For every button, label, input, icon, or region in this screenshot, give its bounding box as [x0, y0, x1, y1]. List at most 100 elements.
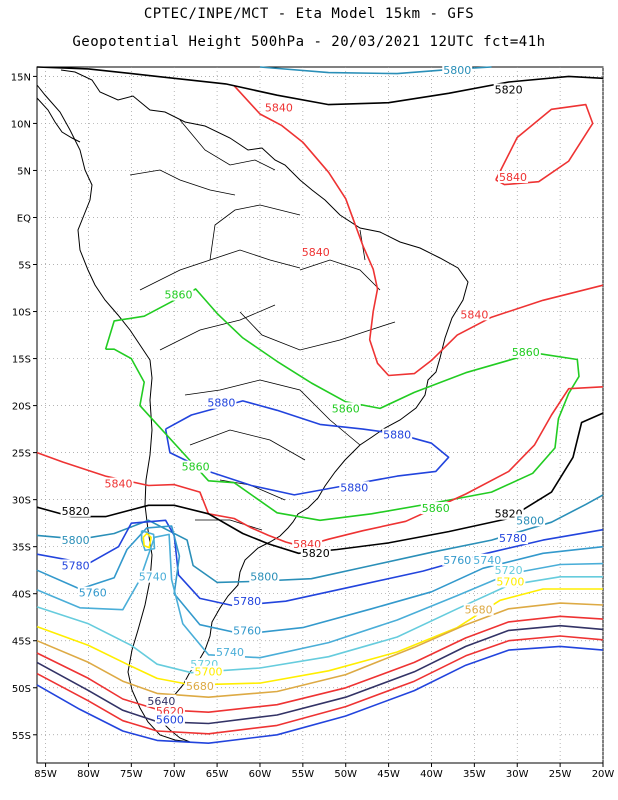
contour-label-bg — [292, 537, 323, 550]
lat-tick-label: 10S — [12, 308, 31, 319]
lat-tick-label: 50S — [12, 684, 31, 695]
lat-tick-label: 25S — [12, 449, 31, 460]
contour-labels: 5880 5880 5880 5860 5860 5860 5860 5860 5840 5840… — [60, 63, 546, 727]
lat-tick-label: 40S — [12, 590, 31, 601]
lon-tick-label: 60W — [249, 769, 272, 780]
contour-label-5840: 5840 — [460, 308, 488, 321]
lat-tick-label: 30S — [12, 496, 31, 507]
lon-tick-label: 80W — [77, 769, 100, 780]
contour-label-5780: 5780 — [233, 595, 261, 608]
contour-5700 — [142, 532, 152, 549]
contour-label-5760: 5760 — [79, 587, 107, 600]
contour-label-bg — [382, 428, 413, 441]
central-america-coastline — [36, 97, 81, 143]
contour-label-5840: 5840 — [104, 478, 132, 491]
lon-tick-label: 20W — [592, 769, 615, 780]
contour-label-5820: 5820 — [62, 505, 90, 518]
lon-tick-label: 70W — [163, 769, 186, 780]
contour-label-bg — [300, 246, 331, 259]
contour-label-5840: 5840 — [499, 171, 527, 184]
contour-label-5740: 5740 — [473, 554, 501, 567]
contour-label-bg — [184, 679, 215, 692]
contour-5840 — [495, 103, 594, 186]
contour-label-bg — [249, 570, 280, 583]
contour-label-5860: 5860 — [182, 461, 210, 474]
contour-label-5820: 5820 — [302, 547, 330, 560]
contour-label-bg — [263, 101, 294, 114]
contour-5660 — [36, 615, 604, 713]
lat-tick-label: 10N — [11, 119, 31, 130]
lat-tick-label: 5S — [18, 261, 31, 272]
contour-label-5600: 5600 — [156, 714, 184, 727]
contour-5740 — [140, 529, 156, 552]
contour-label-bg — [206, 396, 237, 409]
contour-5840 — [36, 386, 604, 548]
contour-5620 — [36, 635, 604, 735]
contour-label-bg — [60, 559, 91, 572]
contour-label-bg — [510, 345, 541, 358]
contour-label-bg — [493, 507, 524, 520]
contour-label-bg — [193, 665, 224, 678]
contour-label-bg — [472, 553, 503, 566]
longitude-ticks: 85W 80W 75W 70W 65W 60W 55W 50W 45W 40W 35W 30W 25W 2… — [34, 763, 614, 780]
contour-label-bg — [493, 564, 524, 577]
contour-label-5840: 5840 — [302, 246, 330, 259]
contour-5740 — [36, 533, 604, 659]
contour-5820 — [36, 66, 604, 106]
lon-tick-label: 50W — [334, 769, 357, 780]
lon-tick-label: 85W — [34, 769, 57, 780]
lon-tick-label: 40W — [420, 769, 443, 780]
contour-label-bg — [77, 586, 108, 599]
lat-tick-label: 55S — [12, 731, 31, 742]
contour-label-bg — [154, 713, 185, 726]
lat-tick-label: 5N — [17, 166, 31, 177]
lat-tick-label: 45S — [12, 637, 31, 648]
contour-label-bg — [60, 504, 91, 517]
contour-label-bg — [442, 63, 473, 76]
contour-label-bg — [137, 570, 168, 583]
contour-label-5840: 5840 — [265, 101, 293, 114]
contour-label-bg — [163, 288, 194, 301]
lat-tick-label: 35S — [12, 543, 31, 554]
contour-label-bg — [180, 460, 211, 473]
contour-label-5820: 5820 — [495, 84, 523, 97]
contour-label-5740: 5740 — [216, 646, 244, 659]
contour-label-5880: 5880 — [383, 429, 411, 442]
contour-label-bg — [493, 83, 524, 96]
contour-label-bg — [339, 481, 370, 494]
lon-tick-label: 30W — [506, 769, 529, 780]
contour-5640 — [36, 624, 604, 725]
contour-label-5860: 5860 — [332, 402, 360, 415]
contour-label-5680: 5680 — [465, 604, 493, 617]
contour-label-5880: 5880 — [207, 397, 235, 410]
contour-label-bg — [214, 645, 245, 658]
contour-5860 — [104, 288, 580, 522]
contour-label-5800: 5800 — [516, 514, 544, 527]
contour-label-bg — [420, 502, 451, 515]
chart-title: CPTEC/INPE/MCT - Eta Model 15km - GFS — [143, 6, 475, 22]
contour-5760 — [36, 525, 604, 635]
lon-tick-label: 35W — [463, 769, 486, 780]
contour-lines — [36, 66, 604, 744]
lon-tick-label: 75W — [120, 769, 143, 780]
contour-label-bg — [300, 547, 331, 560]
lon-tick-label: 65W — [206, 769, 229, 780]
lat-tick-label: 20S — [12, 402, 31, 413]
lat-tick-label: 15N — [11, 72, 31, 83]
contour-label-bg — [463, 603, 494, 616]
contour-label-5780: 5780 — [499, 532, 527, 545]
contour-label-5800: 5800 — [250, 571, 278, 584]
contour-5820 — [36, 412, 604, 555]
contour-label-bg — [330, 402, 361, 415]
contour-5880 — [164, 400, 450, 496]
lat-tick-label: 15S — [12, 355, 31, 366]
contour-5600 — [36, 645, 604, 744]
contour-label-bg — [442, 553, 473, 566]
contour-label-5800: 5800 — [62, 534, 90, 547]
contour-label-5720: 5720 — [495, 564, 523, 577]
lon-tick-label: 45W — [377, 769, 400, 780]
contour-label-5700: 5700 — [496, 575, 524, 588]
lon-tick-label: 25W — [549, 769, 572, 780]
contour-5840 — [233, 85, 604, 377]
